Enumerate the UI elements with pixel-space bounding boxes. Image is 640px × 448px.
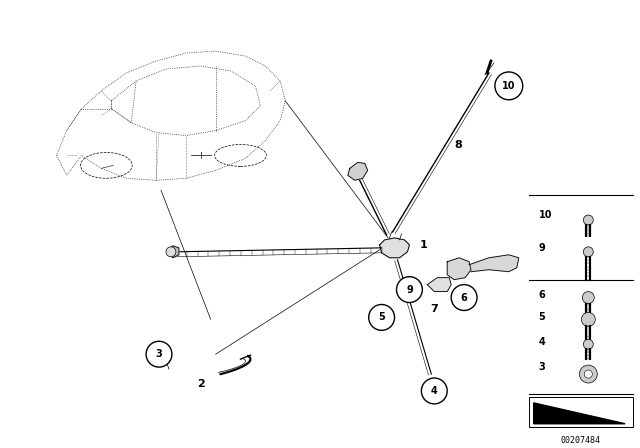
Text: 3: 3 xyxy=(539,362,545,372)
Text: 4: 4 xyxy=(431,386,438,396)
Circle shape xyxy=(581,312,595,326)
Text: 2: 2 xyxy=(197,379,205,389)
Text: 3: 3 xyxy=(156,349,163,359)
Text: 6: 6 xyxy=(539,289,545,300)
Circle shape xyxy=(584,370,593,378)
Circle shape xyxy=(579,365,597,383)
Circle shape xyxy=(583,339,593,349)
Circle shape xyxy=(369,305,394,330)
Circle shape xyxy=(451,284,477,310)
Text: 6: 6 xyxy=(461,293,467,302)
Polygon shape xyxy=(169,246,179,258)
Circle shape xyxy=(583,215,593,225)
Text: 5: 5 xyxy=(539,312,545,323)
Circle shape xyxy=(146,341,172,367)
Circle shape xyxy=(397,277,422,302)
Text: 8: 8 xyxy=(454,141,462,151)
Circle shape xyxy=(495,72,523,100)
Text: 7: 7 xyxy=(431,305,438,314)
Text: 1: 1 xyxy=(419,240,427,250)
Text: 9: 9 xyxy=(539,243,545,253)
Text: 10: 10 xyxy=(502,81,516,91)
Polygon shape xyxy=(469,255,519,271)
Polygon shape xyxy=(447,258,471,280)
FancyBboxPatch shape xyxy=(529,397,633,427)
Polygon shape xyxy=(534,403,625,424)
Circle shape xyxy=(582,292,595,303)
Polygon shape xyxy=(380,238,410,258)
Text: 4: 4 xyxy=(539,337,545,347)
Text: 10: 10 xyxy=(539,210,552,220)
Text: 5: 5 xyxy=(378,312,385,323)
Circle shape xyxy=(421,378,447,404)
Text: 9: 9 xyxy=(406,284,413,295)
Polygon shape xyxy=(348,162,368,180)
Circle shape xyxy=(583,247,593,257)
Circle shape xyxy=(166,247,176,257)
Text: 00207484: 00207484 xyxy=(561,436,600,445)
Polygon shape xyxy=(428,278,451,292)
